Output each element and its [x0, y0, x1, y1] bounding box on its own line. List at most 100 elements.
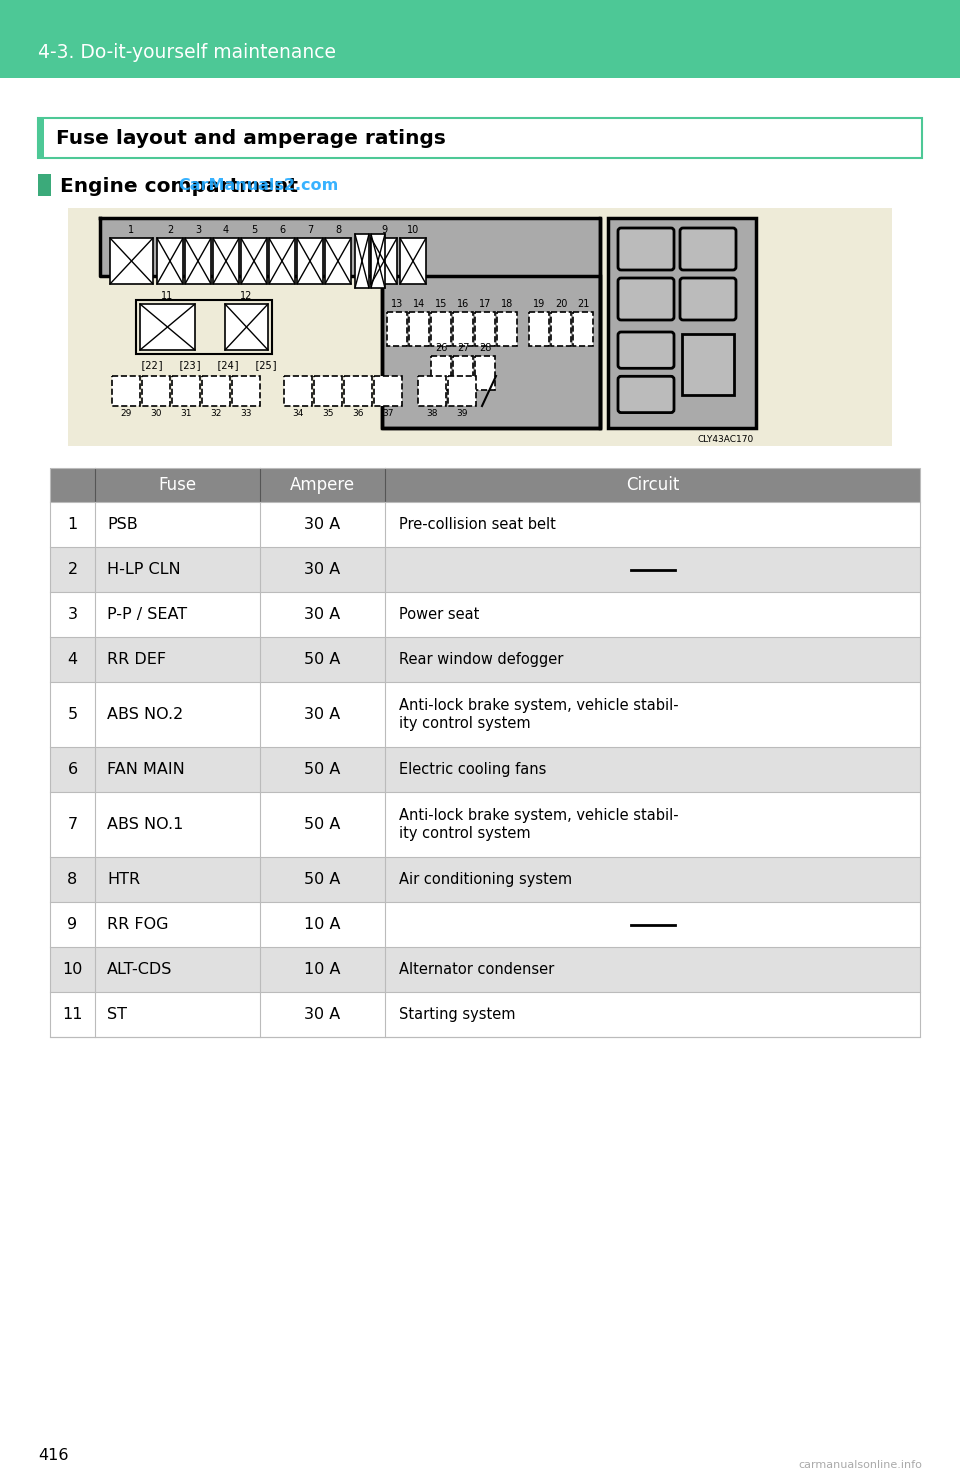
Text: carmanualsonline.info: carmanualsonline.info — [798, 1460, 922, 1471]
Bar — [185, 237, 211, 283]
Bar — [50, 856, 920, 902]
Bar — [50, 592, 920, 637]
Bar — [157, 237, 183, 283]
Text: 33: 33 — [240, 410, 252, 418]
Bar — [269, 237, 295, 283]
Bar — [371, 234, 385, 288]
Bar — [431, 356, 451, 390]
Bar — [387, 312, 407, 346]
Bar — [355, 234, 369, 288]
Text: Anti-lock brake system, vehicle stabil-: Anti-lock brake system, vehicle stabil- — [399, 697, 679, 712]
Text: ity control system: ity control system — [399, 715, 531, 732]
Text: ALT-CDS: ALT-CDS — [107, 962, 173, 976]
FancyBboxPatch shape — [618, 278, 674, 321]
Text: 30: 30 — [151, 410, 161, 418]
Bar — [284, 375, 312, 407]
Text: 32: 32 — [210, 410, 222, 418]
Text: 11: 11 — [161, 291, 174, 301]
Text: Rear window defogger: Rear window defogger — [399, 651, 564, 666]
Bar — [50, 683, 920, 746]
Text: RR DEF: RR DEF — [107, 651, 166, 666]
Text: Electric cooling fans: Electric cooling fans — [399, 761, 546, 778]
Bar — [497, 312, 517, 346]
Bar — [371, 237, 397, 283]
Text: 27: 27 — [457, 343, 469, 353]
Text: 36: 36 — [352, 410, 364, 418]
Text: 4: 4 — [67, 651, 78, 666]
Bar — [50, 792, 920, 856]
Text: Circuit: Circuit — [626, 476, 679, 494]
Text: Alternator condenser: Alternator condenser — [399, 962, 554, 976]
Bar — [225, 304, 268, 350]
Text: 16: 16 — [457, 298, 469, 309]
Text: 50 A: 50 A — [304, 761, 341, 778]
Bar — [38, 119, 44, 157]
Bar — [38, 174, 51, 196]
Text: 10 A: 10 A — [304, 917, 341, 932]
Text: CLY43AC170: CLY43AC170 — [698, 435, 754, 444]
Text: 17: 17 — [479, 298, 492, 309]
Bar — [453, 312, 473, 346]
Text: 39: 39 — [456, 410, 468, 418]
Text: 37: 37 — [382, 410, 394, 418]
Bar — [50, 746, 920, 792]
Text: 3: 3 — [195, 226, 201, 234]
Bar — [232, 375, 260, 407]
Text: 50 A: 50 A — [304, 651, 341, 666]
Text: ST: ST — [107, 1008, 127, 1022]
Text: H-LP CLN: H-LP CLN — [107, 562, 180, 577]
Bar — [529, 312, 549, 346]
Text: 4-3. Do-it-yourself maintenance: 4-3. Do-it-yourself maintenance — [38, 43, 336, 61]
Text: 18: 18 — [501, 298, 514, 309]
Text: 10: 10 — [62, 962, 83, 976]
Text: P-P / SEAT: P-P / SEAT — [107, 607, 187, 622]
Text: [22]: [22] — [140, 361, 165, 370]
Text: Air conditioning system: Air conditioning system — [399, 873, 572, 887]
Text: 4: 4 — [223, 226, 229, 234]
Text: 19: 19 — [533, 298, 545, 309]
Text: Starting system: Starting system — [399, 1008, 516, 1022]
Text: 34: 34 — [292, 410, 303, 418]
Text: Fuse layout and amperage ratings: Fuse layout and amperage ratings — [56, 129, 445, 147]
Bar — [50, 548, 920, 592]
Text: 7: 7 — [67, 818, 78, 833]
Text: 11: 11 — [62, 1008, 83, 1022]
Bar — [110, 237, 153, 283]
Bar — [475, 356, 495, 390]
Text: 5: 5 — [251, 226, 257, 234]
Text: 10: 10 — [407, 226, 420, 234]
Bar — [50, 637, 920, 683]
Text: ABS NO.1: ABS NO.1 — [107, 818, 183, 833]
Bar — [325, 237, 351, 283]
Bar — [50, 947, 920, 991]
Text: [24]: [24] — [216, 361, 241, 370]
Bar — [400, 237, 426, 283]
FancyBboxPatch shape — [680, 278, 736, 321]
Text: 9: 9 — [67, 917, 78, 932]
Text: 50 A: 50 A — [304, 818, 341, 833]
Text: 29: 29 — [120, 410, 132, 418]
Text: 13: 13 — [391, 298, 403, 309]
FancyBboxPatch shape — [618, 377, 674, 413]
Bar — [140, 304, 195, 350]
Text: 30 A: 30 A — [304, 607, 341, 622]
Bar — [50, 467, 920, 1037]
Text: Pre-collision seat belt: Pre-collision seat belt — [399, 516, 556, 531]
Bar — [202, 375, 230, 407]
FancyBboxPatch shape — [618, 332, 674, 368]
Bar — [314, 375, 342, 407]
Bar — [142, 375, 170, 407]
Text: 6: 6 — [67, 761, 78, 778]
FancyBboxPatch shape — [618, 229, 674, 270]
Text: 9: 9 — [381, 226, 387, 234]
Text: 30 A: 30 A — [304, 562, 341, 577]
Text: 12: 12 — [240, 291, 252, 301]
Bar — [50, 902, 920, 947]
Text: CarManuals2.com: CarManuals2.com — [178, 178, 338, 193]
Bar — [573, 312, 593, 346]
Text: 20: 20 — [555, 298, 567, 309]
Bar — [418, 375, 446, 407]
Text: 30 A: 30 A — [304, 706, 341, 723]
Text: [23]: [23] — [178, 361, 203, 370]
Text: [25]: [25] — [254, 361, 279, 370]
